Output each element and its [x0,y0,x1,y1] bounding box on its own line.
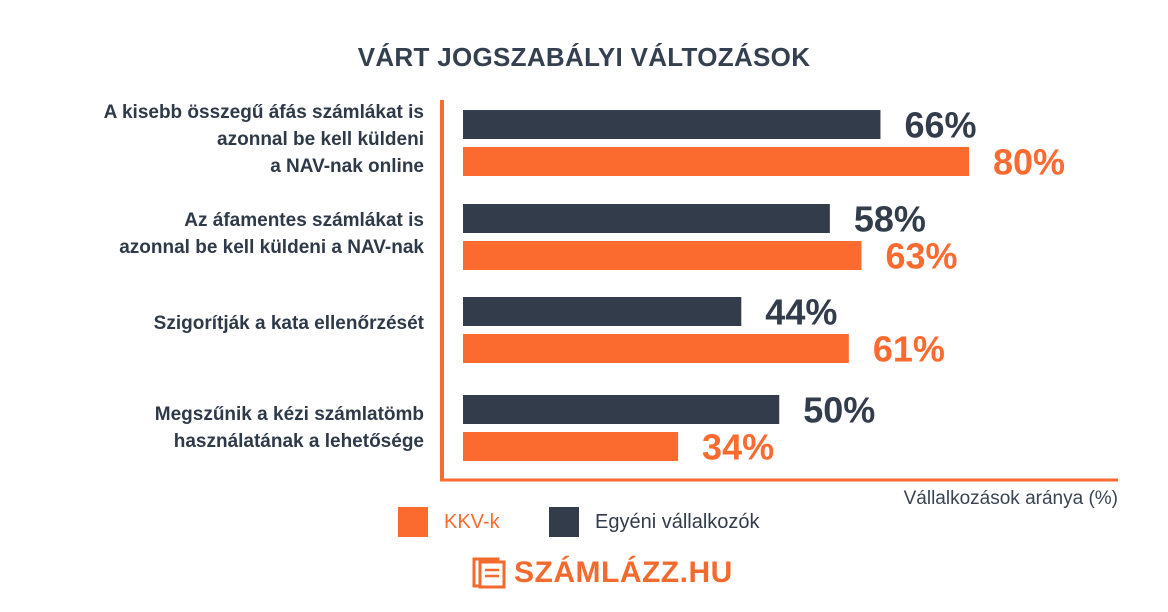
category-label: Megszűnik a kézi számlatömb használatána… [154,404,424,452]
legend-item-egyeni: Egyéni vállalkozók [549,507,760,537]
data-label-kkv: 80% [993,142,1065,183]
brand-logo-text: SZÁMLÁZZ.HU [514,556,733,589]
bar-egyeni [463,297,742,326]
bar-kkv [463,147,969,176]
legend-swatch-egyeni [549,507,579,537]
bar-egyeni [463,110,881,139]
legend-label-egyeni: Egyéni vállalkozók [595,510,760,533]
data-label-egyeni: 66% [904,105,976,146]
legend-item-kkv: KKV-k [398,507,500,537]
x-axis-label: Vállalkozások aránya (%) [903,488,1118,509]
category-label: Az áfamentes számlákat is azonnal be kel… [119,210,424,258]
data-label-kkv: 63% [885,236,957,277]
data-label-kkv: 61% [873,329,945,370]
legend-swatch-kkv [398,507,428,537]
data-label-egyeni: 44% [765,292,837,333]
bar-kkv [463,241,862,270]
brand-logo: SZÁMLÁZZ.HU [472,556,733,590]
bar-egyeni [463,395,780,424]
data-label-egyeni: 50% [803,390,875,431]
data-label-egyeni: 58% [854,199,926,240]
bar-kkv [463,334,849,363]
legend-label-kkv: KKV-k [444,510,500,533]
data-label-kkv: 34% [702,427,774,468]
bar-egyeni [463,204,830,233]
category-label: A kisebb összegű áfás számlákat is azonn… [103,102,424,177]
invoice-sheets-icon [472,557,506,589]
chart-title: VÁRT JOGSZABÁLYI VÁLTOZÁSOK [357,42,811,72]
bar-kkv [463,432,679,461]
category-label: Szigorítják a kata ellenőrzését [153,313,424,334]
